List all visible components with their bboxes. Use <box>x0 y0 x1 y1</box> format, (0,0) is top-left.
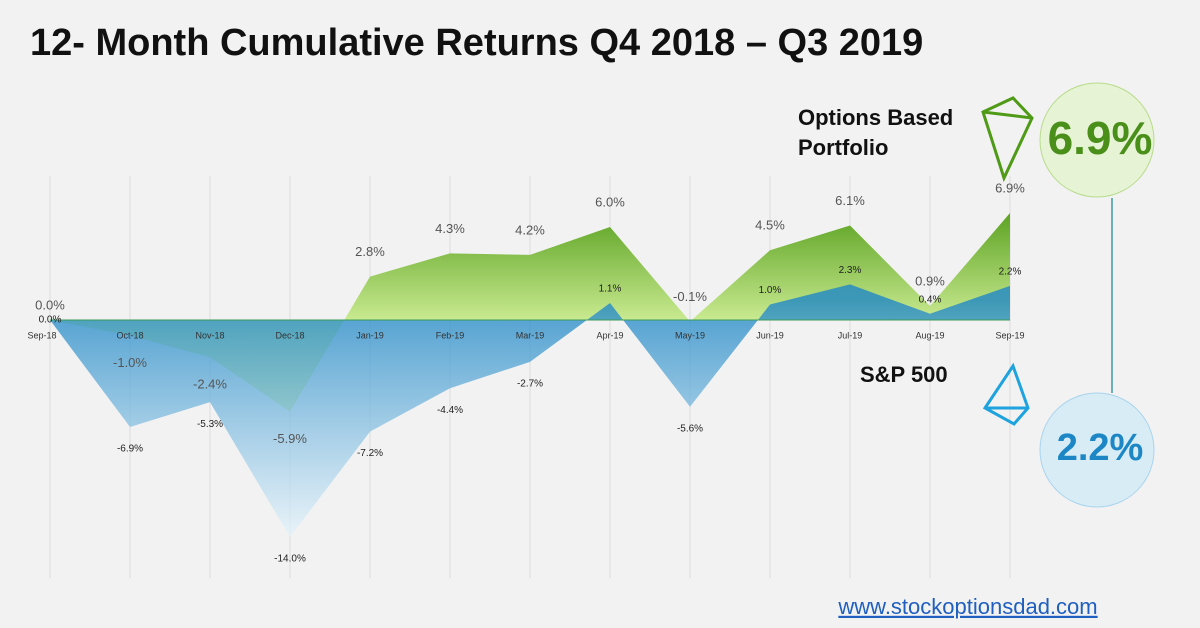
callout-value: 6.9% <box>1048 112 1153 164</box>
x-tick-label: Sep-19 <box>995 330 1024 340</box>
data-label: 4.5% <box>755 218 785 233</box>
x-tick-label: Mar-19 <box>516 330 545 340</box>
x-tick-label: Dec-18 <box>275 330 304 340</box>
data-label: -5.6% <box>677 423 703 434</box>
icon <box>981 96 1034 183</box>
data-label: 1.1% <box>599 284 622 295</box>
data-label: 0.4% <box>919 294 942 305</box>
x-tick-label: Oct-18 <box>116 330 143 340</box>
x-tick-label: Aug-19 <box>915 330 944 340</box>
data-label: -6.9% <box>117 444 143 455</box>
data-label: 2.8% <box>355 244 385 259</box>
icon <box>982 362 1030 426</box>
area <box>50 284 1010 537</box>
data-label: 0.9% <box>915 273 945 288</box>
x-tick-label: Feb-19 <box>436 330 465 340</box>
data-label: 2.3% <box>839 265 862 276</box>
data-label: -2.4% <box>193 377 227 392</box>
data-label: 6.1% <box>835 193 865 208</box>
chart-title: 12- Month Cumulative Returns Q4 2018 – Q… <box>30 22 923 64</box>
x-tick-label: Nov-18 <box>195 330 224 340</box>
data-label: 1.0% <box>759 285 782 296</box>
data-label: 4.3% <box>435 221 465 236</box>
data-label: 0.0% <box>35 297 65 312</box>
x-tick-label: Apr-19 <box>596 330 623 340</box>
callout-circle <box>1039 392 1155 508</box>
x-tick-label: Sep-18 <box>27 330 56 340</box>
data-label: 6.0% <box>595 194 625 209</box>
legend-entry: S&P 500 <box>860 362 948 387</box>
x-tick-label: May-19 <box>675 330 705 340</box>
data-label: -14.0% <box>274 554 306 565</box>
data-label: 0.0% <box>39 315 62 326</box>
callout-circle <box>1039 82 1155 198</box>
data-label: -4.4% <box>437 405 463 416</box>
data-label: 6.9% <box>995 180 1025 195</box>
data-label: -2.7% <box>517 378 543 389</box>
x-tick-label: Jul-19 <box>838 330 863 340</box>
callout-value: 2.2% <box>1057 427 1144 469</box>
data-label: 4.2% <box>515 222 545 237</box>
website-link[interactable]: www.stockoptionsdad.com <box>837 594 1097 619</box>
data-label: -5.3% <box>197 419 223 430</box>
x-tick-label: Jan-19 <box>356 330 384 340</box>
data-label: 2.2% <box>999 267 1022 278</box>
legend-entry: Options Based Portfolio <box>798 105 954 160</box>
data-label: -0.1% <box>673 289 707 304</box>
data-label: -7.2% <box>357 448 383 459</box>
data-label: -1.0% <box>113 355 147 370</box>
x-tick-label: Jun-19 <box>756 330 784 340</box>
data-label: -5.9% <box>273 431 307 446</box>
